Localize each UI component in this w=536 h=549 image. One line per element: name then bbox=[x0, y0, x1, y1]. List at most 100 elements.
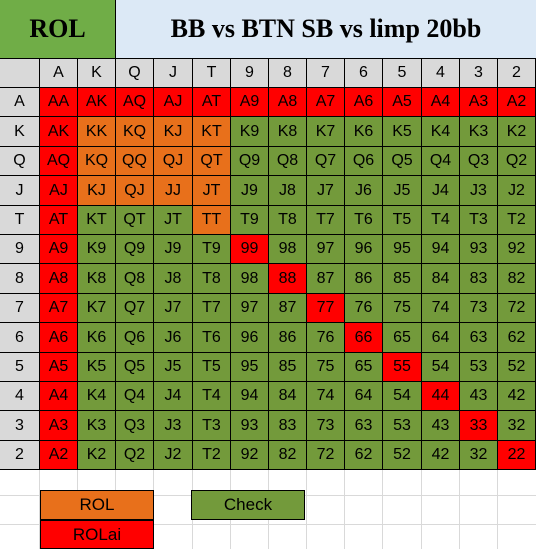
hand-cell[interactable]: 87 bbox=[307, 264, 345, 294]
hand-cell[interactable]: A9 bbox=[40, 235, 78, 264]
hand-cell[interactable]: Q4 bbox=[116, 382, 154, 411]
hand-cell[interactable]: T2 bbox=[498, 206, 536, 235]
hand-cell[interactable]: JT bbox=[193, 176, 231, 206]
hand-cell[interactable]: T8 bbox=[193, 264, 231, 294]
hand-cell[interactable]: K9 bbox=[231, 117, 269, 147]
hand-cell[interactable]: A6 bbox=[40, 323, 78, 353]
hand-cell[interactable]: 85 bbox=[269, 353, 307, 382]
hand-cell[interactable]: 97 bbox=[231, 294, 269, 323]
hand-cell[interactable]: KQ bbox=[78, 147, 116, 176]
hand-cell[interactable]: 96 bbox=[345, 235, 383, 264]
hand-cell[interactable]: 75 bbox=[383, 294, 422, 323]
hand-cell[interactable]: 74 bbox=[307, 382, 345, 411]
hand-cell[interactable]: Q7 bbox=[116, 294, 154, 323]
hand-cell[interactable]: J2 bbox=[498, 176, 536, 206]
hand-cell[interactable]: 72 bbox=[307, 441, 345, 470]
hand-cell[interactable]: 98 bbox=[231, 264, 269, 294]
hand-cell[interactable]: T6 bbox=[345, 206, 383, 235]
hand-cell[interactable]: T9 bbox=[231, 206, 269, 235]
hand-cell[interactable]: 96 bbox=[231, 323, 269, 353]
hand-cell[interactable]: K3 bbox=[78, 411, 116, 441]
hand-cell[interactable]: T5 bbox=[193, 353, 231, 382]
hand-cell[interactable]: A4 bbox=[40, 382, 78, 411]
hand-cell[interactable]: Q7 bbox=[307, 147, 345, 176]
hand-cell[interactable]: K6 bbox=[345, 117, 383, 147]
hand-cell[interactable]: 64 bbox=[345, 382, 383, 411]
hand-cell[interactable]: A5 bbox=[383, 88, 422, 117]
hand-cell[interactable]: 82 bbox=[269, 441, 307, 470]
hand-cell[interactable]: 65 bbox=[345, 353, 383, 382]
hand-cell[interactable]: 66 bbox=[345, 323, 383, 353]
hand-cell[interactable]: 93 bbox=[460, 235, 498, 264]
hand-cell[interactable]: T6 bbox=[193, 323, 231, 353]
hand-cell[interactable]: A2 bbox=[40, 441, 78, 470]
hand-cell[interactable]: K7 bbox=[78, 294, 116, 323]
hand-cell[interactable]: KJ bbox=[78, 176, 116, 206]
hand-cell[interactable]: 76 bbox=[345, 294, 383, 323]
hand-cell[interactable]: Q8 bbox=[116, 264, 154, 294]
hand-cell[interactable]: 95 bbox=[383, 235, 422, 264]
hand-cell[interactable]: T2 bbox=[193, 441, 231, 470]
hand-cell[interactable]: Q2 bbox=[116, 441, 154, 470]
hand-cell[interactable]: J3 bbox=[460, 176, 498, 206]
hand-cell[interactable]: AK bbox=[40, 117, 78, 147]
hand-cell[interactable]: AQ bbox=[40, 147, 78, 176]
hand-cell[interactable]: 62 bbox=[498, 323, 536, 353]
hand-cell[interactable]: 54 bbox=[422, 353, 460, 382]
hand-cell[interactable]: T7 bbox=[193, 294, 231, 323]
hand-cell[interactable]: Q6 bbox=[116, 323, 154, 353]
hand-cell[interactable]: 72 bbox=[498, 294, 536, 323]
hand-cell[interactable]: 42 bbox=[498, 382, 536, 411]
hand-cell[interactable]: 76 bbox=[307, 323, 345, 353]
hand-cell[interactable]: 97 bbox=[307, 235, 345, 264]
hand-cell[interactable]: K5 bbox=[383, 117, 422, 147]
hand-cell[interactable]: 75 bbox=[307, 353, 345, 382]
hand-cell[interactable]: 42 bbox=[422, 441, 460, 470]
hand-cell[interactable]: Q3 bbox=[460, 147, 498, 176]
hand-cell[interactable]: 77 bbox=[307, 294, 345, 323]
hand-cell[interactable]: T4 bbox=[193, 382, 231, 411]
hand-cell[interactable]: JJ bbox=[154, 176, 193, 206]
hand-cell[interactable]: 52 bbox=[498, 353, 536, 382]
hand-cell[interactable]: T3 bbox=[460, 206, 498, 235]
hand-cell[interactable]: A7 bbox=[307, 88, 345, 117]
hand-cell[interactable]: TT bbox=[193, 206, 231, 235]
hand-cell[interactable]: T9 bbox=[193, 235, 231, 264]
hand-cell[interactable]: Q6 bbox=[345, 147, 383, 176]
hand-cell[interactable]: J7 bbox=[154, 294, 193, 323]
hand-cell[interactable]: Q2 bbox=[498, 147, 536, 176]
hand-cell[interactable]: 32 bbox=[460, 441, 498, 470]
hand-cell[interactable]: 73 bbox=[460, 294, 498, 323]
hand-cell[interactable]: 93 bbox=[231, 411, 269, 441]
hand-cell[interactable]: A8 bbox=[40, 264, 78, 294]
hand-cell[interactable]: J6 bbox=[345, 176, 383, 206]
hand-cell[interactable]: 92 bbox=[498, 235, 536, 264]
hand-cell[interactable]: J3 bbox=[154, 411, 193, 441]
hand-cell[interactable]: 86 bbox=[345, 264, 383, 294]
hand-cell[interactable]: K4 bbox=[422, 117, 460, 147]
hand-cell[interactable]: 99 bbox=[231, 235, 269, 264]
hand-cell[interactable]: Q9 bbox=[231, 147, 269, 176]
hand-cell[interactable]: J8 bbox=[269, 176, 307, 206]
hand-cell[interactable]: KK bbox=[78, 117, 116, 147]
hand-cell[interactable]: QT bbox=[116, 206, 154, 235]
hand-cell[interactable]: T5 bbox=[383, 206, 422, 235]
hand-cell[interactable]: 22 bbox=[498, 441, 536, 470]
hand-cell[interactable]: Q8 bbox=[269, 147, 307, 176]
hand-cell[interactable]: 87 bbox=[269, 294, 307, 323]
hand-cell[interactable]: T4 bbox=[422, 206, 460, 235]
hand-cell[interactable]: J7 bbox=[307, 176, 345, 206]
hand-cell[interactable]: Q5 bbox=[383, 147, 422, 176]
hand-cell[interactable]: 33 bbox=[460, 411, 498, 441]
hand-cell[interactable]: 63 bbox=[345, 411, 383, 441]
hand-cell[interactable]: 82 bbox=[498, 264, 536, 294]
hand-cell[interactable]: 83 bbox=[269, 411, 307, 441]
hand-cell[interactable]: Q4 bbox=[422, 147, 460, 176]
hand-cell[interactable]: QJ bbox=[154, 147, 193, 176]
hand-cell[interactable]: A3 bbox=[460, 88, 498, 117]
hand-cell[interactable]: K9 bbox=[78, 235, 116, 264]
hand-cell[interactable]: A2 bbox=[498, 88, 536, 117]
hand-cell[interactable]: 98 bbox=[269, 235, 307, 264]
hand-cell[interactable]: 52 bbox=[383, 441, 422, 470]
hand-cell[interactable]: QJ bbox=[116, 176, 154, 206]
